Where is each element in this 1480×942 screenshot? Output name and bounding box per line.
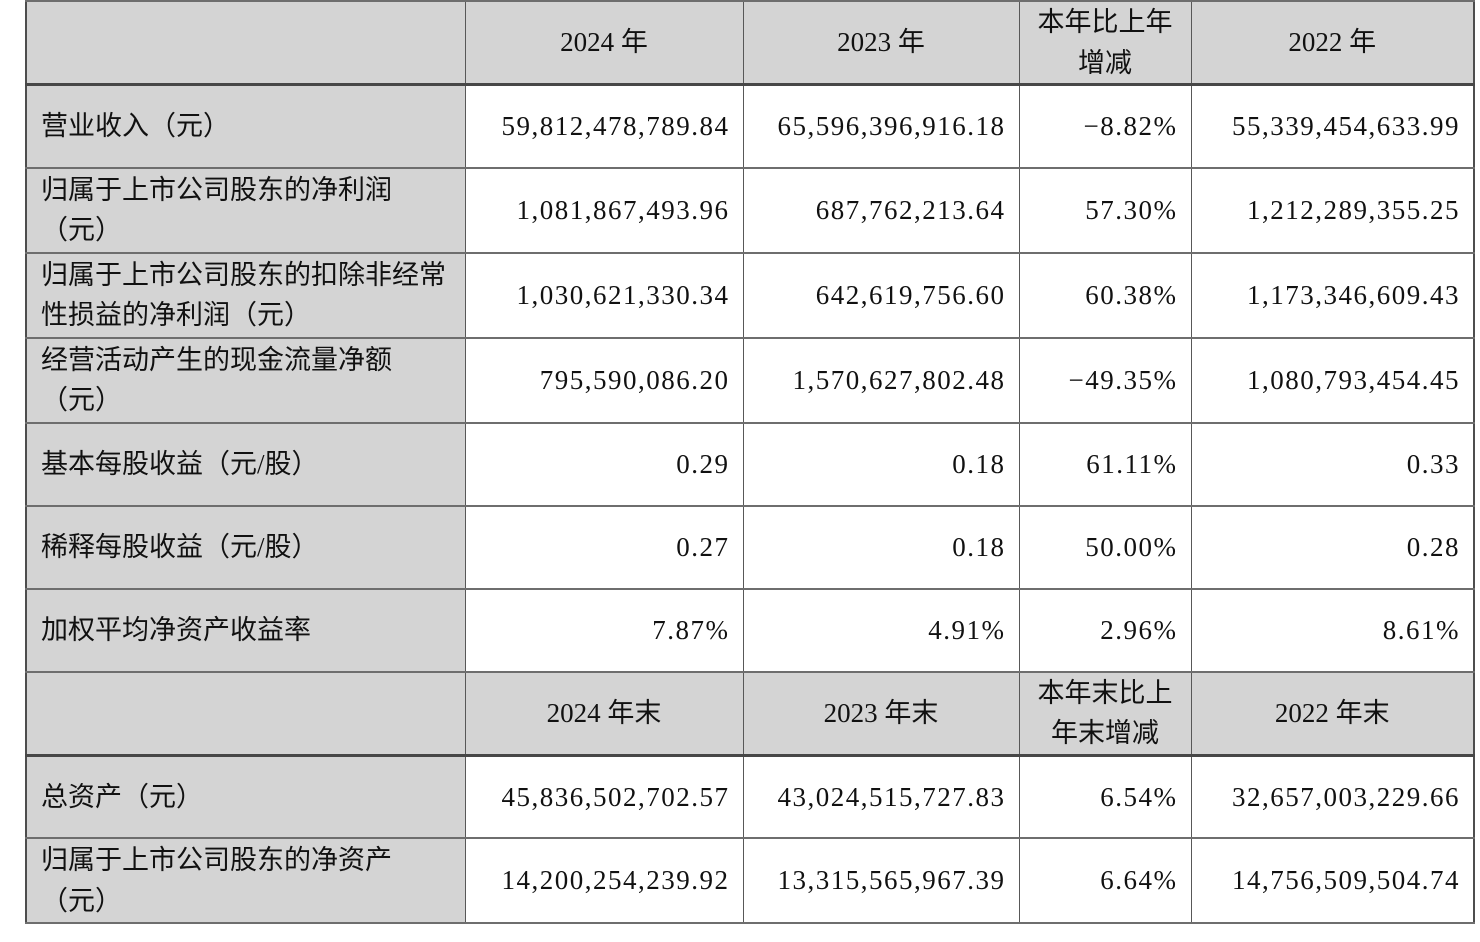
value-change: 6.54%: [1018, 754, 1192, 839]
value-2024: 59,812,478,789.84: [464, 83, 744, 169]
column-header-2022-end: 2022 年末: [1190, 670, 1475, 757]
row-label: 归属于上市公司股东的净资产（元）: [25, 837, 466, 924]
value-2023: 13,315,565,967.39: [742, 837, 1020, 924]
row-label: 稀释每股收益（元/股）: [25, 504, 466, 590]
value-change: 61.11%: [1018, 421, 1192, 507]
table-row-deducted-net-profit: 归属于上市公司股东的扣除非经常性损益的净利润（元） 1,030,621,330.…: [25, 251, 1475, 339]
value-2024: 14,200,254,239.92: [464, 837, 744, 924]
value-2024: 795,590,086.20: [464, 336, 744, 424]
value-2024: 7.87%: [464, 587, 744, 673]
value-2023: 4.91%: [742, 587, 1020, 673]
value-2022: 8.61%: [1190, 587, 1475, 673]
value-2023: 43,024,515,727.83: [742, 754, 1020, 839]
table-row-basic-eps: 基本每股收益（元/股） 0.29 0.18 61.11% 0.33: [25, 421, 1475, 507]
value-change: 2.96%: [1018, 587, 1192, 673]
value-change: 6.64%: [1018, 837, 1192, 924]
value-change: 57.30%: [1018, 166, 1192, 254]
value-2024: 0.27: [464, 504, 744, 590]
column-header-2023: 2023 年: [742, 0, 1020, 86]
column-header-2024: 2024 年: [464, 0, 744, 86]
table-row-revenue: 营业收入（元） 59,812,478,789.84 65,596,396,916…: [25, 83, 1475, 169]
value-2022: 0.28: [1190, 504, 1475, 590]
table-row-weighted-avg-roe: 加权平均净资产收益率 7.87% 4.91% 2.96% 8.61%: [25, 587, 1475, 673]
value-2023: 1,570,627,802.48: [742, 336, 1020, 424]
table-header-row-annual: 2024 年 2023 年 本年比上年增减 2022 年: [25, 0, 1475, 86]
header-spacer-cell: [25, 0, 466, 86]
row-label: 经营活动产生的现金流量净额（元）: [25, 336, 466, 424]
table-row-net-assets: 归属于上市公司股东的净资产（元） 14,200,254,239.92 13,31…: [25, 837, 1475, 924]
row-label: 归属于上市公司股东的扣除非经常性损益的净利润（元）: [25, 251, 466, 339]
value-2022: 0.33: [1190, 421, 1475, 507]
value-change: −49.35%: [1018, 336, 1192, 424]
value-2024: 0.29: [464, 421, 744, 507]
value-change: 60.38%: [1018, 251, 1192, 339]
row-label: 归属于上市公司股东的净利润（元）: [25, 166, 466, 254]
table-row-operating-cash-flow: 经营活动产生的现金流量净额（元） 795,590,086.20 1,570,62…: [25, 336, 1475, 424]
value-2022: 55,339,454,633.99: [1190, 83, 1475, 169]
value-2023: 65,596,396,916.18: [742, 83, 1020, 169]
column-header-yoy-change: 本年比上年增减: [1018, 0, 1192, 86]
row-label: 加权平均净资产收益率: [25, 587, 466, 673]
column-header-2024-end: 2024 年末: [464, 670, 744, 757]
row-label: 总资产（元）: [25, 754, 466, 839]
value-2022: 1,173,346,609.43: [1190, 251, 1475, 339]
value-2024: 1,030,621,330.34: [464, 251, 744, 339]
header-spacer-cell: [25, 670, 466, 757]
value-2022: 1,212,289,355.25: [1190, 166, 1475, 254]
value-2022: 1,080,793,454.45: [1190, 336, 1475, 424]
table-row-net-profit: 归属于上市公司股东的净利润（元） 1,081,867,493.96 687,76…: [25, 166, 1475, 254]
value-change: −8.82%: [1018, 83, 1192, 169]
value-2024: 1,081,867,493.96: [464, 166, 744, 254]
column-header-2022: 2022 年: [1190, 0, 1475, 86]
financial-summary-table: 2024 年 2023 年 本年比上年增减 2022 年 营业收入（元） 59,…: [25, 0, 1475, 924]
column-header-year-end-change: 本年末比上年末增减: [1018, 670, 1192, 757]
table-row-total-assets: 总资产（元） 45,836,502,702.57 43,024,515,727.…: [25, 754, 1475, 839]
table-header-row-year-end: 2024 年末 2023 年末 本年末比上年末增减 2022 年末: [25, 670, 1475, 757]
value-2023: 642,619,756.60: [742, 251, 1020, 339]
value-2022: 32,657,003,229.66: [1190, 754, 1475, 839]
value-2024: 45,836,502,702.57: [464, 754, 744, 839]
row-label: 营业收入（元）: [25, 83, 466, 169]
value-2023: 0.18: [742, 504, 1020, 590]
value-change: 50.00%: [1018, 504, 1192, 590]
value-2023: 687,762,213.64: [742, 166, 1020, 254]
table-row-diluted-eps: 稀释每股收益（元/股） 0.27 0.18 50.00% 0.28: [25, 504, 1475, 590]
row-label: 基本每股收益（元/股）: [25, 421, 466, 507]
column-header-2023-end: 2023 年末: [742, 670, 1020, 757]
value-2023: 0.18: [742, 421, 1020, 507]
value-2022: 14,756,509,504.74: [1190, 837, 1475, 924]
